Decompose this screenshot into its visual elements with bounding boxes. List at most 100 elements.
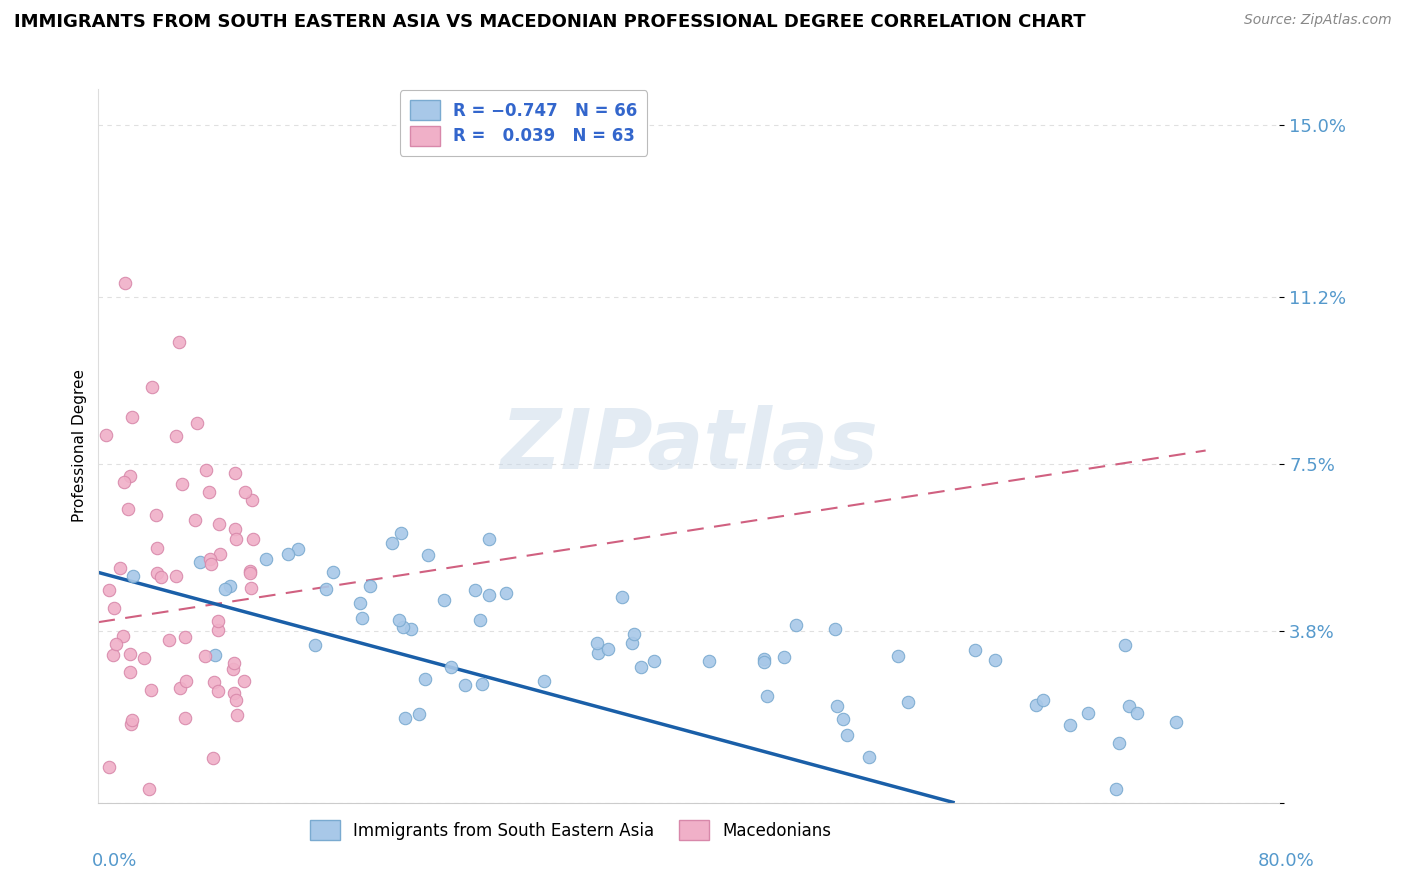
Text: 0.0%: 0.0%: [91, 852, 136, 870]
Point: [149, 570, 172, 584]
Point: [225, 533, 247, 547]
Point: [495, 586, 517, 600]
Point: [586, 646, 609, 660]
Point: [132, 651, 155, 665]
Point: [174, 631, 197, 645]
Point: [121, 409, 143, 424]
Point: [202, 674, 225, 689]
Point: [117, 501, 139, 516]
Point: [146, 566, 169, 580]
Point: [145, 541, 167, 556]
Point: [598, 642, 620, 657]
Point: [1118, 698, 1140, 713]
Point: [984, 653, 1007, 667]
Point: [222, 656, 245, 670]
Point: [207, 684, 229, 698]
Point: [232, 673, 254, 688]
Point: [120, 647, 142, 661]
Point: [359, 579, 381, 593]
Point: [222, 662, 245, 676]
Point: [240, 581, 263, 595]
Text: IMMIGRANTS FROM SOUTH EASTERN ASIA VS MACEDONIAN PROFESSIONAL DEGREE CORRELATION: IMMIGRANTS FROM SOUTH EASTERN ASIA VS MA…: [14, 13, 1085, 31]
Point: [1108, 735, 1130, 749]
Point: [478, 532, 501, 546]
Point: [464, 583, 486, 598]
Point: [1105, 782, 1128, 797]
Point: [832, 712, 855, 726]
Point: [1032, 693, 1054, 707]
Point: [172, 477, 194, 491]
Point: [94, 428, 117, 442]
Point: [120, 717, 142, 731]
Point: [225, 707, 247, 722]
Point: [239, 566, 262, 581]
Point: [139, 682, 162, 697]
Point: [381, 535, 404, 549]
Point: [835, 728, 858, 742]
Point: [108, 561, 131, 575]
Point: [233, 485, 256, 500]
Point: [389, 525, 412, 540]
Point: [242, 493, 264, 508]
Point: [612, 591, 634, 605]
Point: [176, 673, 198, 688]
Point: [350, 611, 373, 625]
Point: [204, 648, 226, 662]
Point: [408, 706, 430, 721]
Point: [112, 475, 135, 490]
Point: [122, 568, 145, 582]
Point: [1125, 706, 1147, 720]
Point: [97, 759, 120, 773]
Point: [388, 613, 411, 627]
Point: [103, 601, 125, 615]
Point: [167, 334, 190, 349]
Point: [138, 782, 160, 797]
Point: [209, 547, 232, 561]
Point: [630, 660, 652, 674]
Point: [887, 648, 910, 663]
Point: [118, 665, 141, 679]
Point: [349, 596, 371, 610]
Point: [621, 636, 644, 650]
Point: [173, 711, 195, 725]
Point: [194, 463, 217, 477]
Point: [277, 548, 299, 562]
Point: [194, 648, 217, 663]
Point: [225, 693, 247, 707]
Point: [392, 620, 415, 634]
Legend: Immigrants from South Eastern Asia, Macedonians: Immigrants from South Eastern Asia, Mace…: [302, 812, 839, 848]
Point: [169, 681, 191, 695]
Point: [965, 642, 987, 657]
Point: [825, 699, 848, 714]
Point: [183, 512, 205, 526]
Point: [188, 555, 211, 569]
Point: [468, 614, 491, 628]
Point: [623, 626, 645, 640]
Point: [224, 522, 246, 536]
Point: [121, 714, 143, 728]
Point: [440, 659, 463, 673]
Point: [224, 466, 246, 480]
Point: [1025, 698, 1047, 712]
Point: [304, 638, 326, 652]
Point: [453, 678, 475, 692]
Point: [104, 637, 127, 651]
Point: [114, 277, 136, 291]
Point: [141, 380, 163, 394]
Point: [214, 582, 236, 596]
Y-axis label: Professional Degree: Professional Degree: [72, 369, 87, 523]
Point: [218, 579, 240, 593]
Text: ZIPatlas: ZIPatlas: [501, 406, 877, 486]
Point: [394, 711, 416, 725]
Point: [643, 655, 665, 669]
Point: [254, 551, 277, 566]
Point: [208, 516, 231, 531]
Point: [101, 648, 124, 662]
Point: [207, 623, 229, 637]
Point: [111, 629, 134, 643]
Point: [201, 750, 224, 764]
Point: [858, 750, 880, 764]
Point: [416, 548, 439, 562]
Point: [222, 686, 245, 700]
Point: [315, 582, 337, 596]
